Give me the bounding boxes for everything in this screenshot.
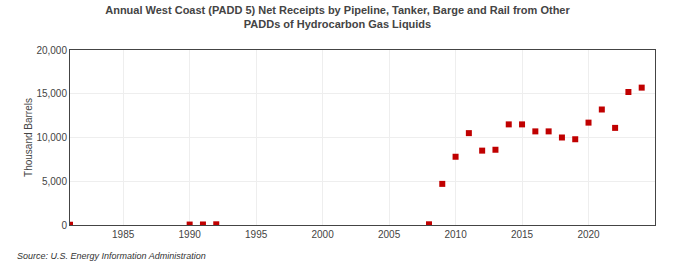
svg-text:Thousand Barrels: Thousand Barrels xyxy=(23,98,34,177)
svg-text:2020: 2020 xyxy=(577,229,600,240)
svg-text:2000: 2000 xyxy=(311,229,334,240)
svg-text:10,000: 10,000 xyxy=(36,132,67,143)
svg-text:0: 0 xyxy=(61,220,67,231)
svg-text:1995: 1995 xyxy=(245,229,268,240)
svg-text:2015: 2015 xyxy=(511,229,534,240)
svg-text:20,000: 20,000 xyxy=(36,45,67,56)
svg-text:15,000: 15,000 xyxy=(36,88,67,99)
svg-text:Annual West Coast (PADD 5) Net: Annual West Coast (PADD 5) Net Receipts … xyxy=(105,4,570,30)
svg-text:2010: 2010 xyxy=(444,229,467,240)
svg-text:2005: 2005 xyxy=(378,229,401,240)
svg-text:Source: U.S. Energy Informatio: Source: U.S. Energy Information Administ… xyxy=(17,251,206,261)
svg-text:1985: 1985 xyxy=(112,229,135,240)
svg-text:1990: 1990 xyxy=(179,229,202,240)
svg-text:5,000: 5,000 xyxy=(42,176,67,187)
